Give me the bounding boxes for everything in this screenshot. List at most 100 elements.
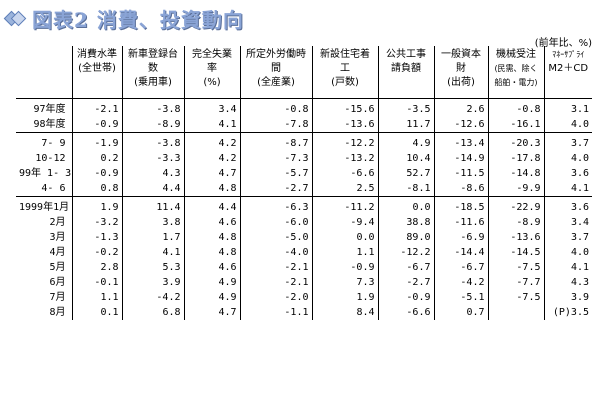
- table-cell: -16.1: [487, 117, 544, 133]
- table-cell: 4.4: [121, 181, 184, 197]
- column-header: 新車登録台数 (乗用車): [121, 46, 184, 99]
- row-label: 2月: [49, 217, 66, 228]
- table-cell: -2.0: [239, 290, 312, 305]
- table-cell: 4.9: [183, 290, 240, 305]
- table-cell: -8.9: [121, 117, 184, 133]
- table-cell: 3.8: [121, 215, 184, 230]
- table-row: 4- 6 0.8 4.4 4.8 -2.7 2.5 -8.1 -8.6 -9.9 4.1: [16, 181, 592, 197]
- table-cell: 0.0: [311, 230, 378, 245]
- data-table: 消費水準 (全世帯) 新車登録台数 (乗用車) 完全失業率 (%) 所定外労働時間 (全…: [16, 46, 592, 320]
- table-cell: 4.1: [183, 117, 240, 133]
- table-cell: 1.1: [311, 245, 378, 260]
- row-label: 4月: [49, 247, 66, 258]
- table-cell: -4.2: [433, 275, 488, 290]
- table-cell: -14.4: [433, 245, 488, 260]
- table-cell: 4.1: [543, 260, 592, 275]
- table-cell: -0.8: [239, 98, 312, 117]
- table-cell: 4.7: [183, 305, 240, 320]
- table-row: 98年度 -0.9 -8.9 4.1 -7.8 -13.6 11.7 -12.6 -16.1 4.…: [16, 117, 592, 133]
- table-cell: -22.9: [487, 196, 544, 215]
- table-cell: -8.7: [239, 132, 312, 151]
- table-cell: 0.7: [433, 305, 488, 320]
- table-cell: 0.8: [71, 181, 122, 197]
- table-row: 5月 2.8 5.3 4.6 -2.1 -0.9 -6.7 -6.7 -7.5 4.1: [16, 260, 592, 275]
- table-cell: 4.6: [183, 260, 240, 275]
- table-cell: 2.8: [71, 260, 122, 275]
- table-cell: -13.2: [311, 151, 378, 166]
- row-label: 10-12: [35, 153, 66, 164]
- table-cell: -1.1: [239, 305, 312, 320]
- table-cell: -9.9: [487, 181, 544, 197]
- table-cell: -13.6: [311, 117, 378, 133]
- table-cell: 1.7: [121, 230, 184, 245]
- table-cell: 4.1: [121, 245, 184, 260]
- table-cell: -8.9: [487, 215, 544, 230]
- table-cell: -3.8: [121, 98, 184, 117]
- header-row: 消費水準 (全世帯) 新車登録台数 (乗用車) 完全失業率 (%) 所定外労働時間 (全…: [16, 46, 592, 99]
- table-row: 2月 -3.2 3.8 4.6 -6.0 -9.4 38.8 -11.6 -8.9 3.4: [16, 215, 592, 230]
- table-cell: 2.5: [311, 181, 378, 197]
- table-cell: 1.1: [71, 290, 122, 305]
- table-cell: -6.7: [377, 260, 434, 275]
- table-cell: 4.2: [183, 132, 240, 151]
- row-label: 7- 9: [41, 138, 66, 149]
- table-cell: -14.8: [487, 166, 544, 181]
- table-cell: -7.3: [239, 151, 312, 166]
- column-header: 所定外労働時間 (全産業): [239, 46, 312, 99]
- table-cell: 4.3: [121, 166, 184, 181]
- table-cell: -2.7: [239, 181, 312, 197]
- table-cell: -1.3: [71, 230, 122, 245]
- table-cell: 11.7: [377, 117, 434, 133]
- table-cell: 4.9: [377, 132, 434, 151]
- table-cell: -11.6: [433, 215, 488, 230]
- table-cell: -1.9: [71, 132, 122, 151]
- table-cell: 6.8: [121, 305, 184, 320]
- column-header: 完全失業率 (%): [183, 46, 240, 99]
- table-cell: 3.9: [543, 290, 592, 305]
- table-cell: 2.6: [433, 98, 488, 117]
- row-label: 4- 6: [16, 181, 72, 197]
- table-row: 7- 9 -1.9 -3.8 4.2 -8.7 -12.2 4.9 -13.4 -20.3 3.7: [16, 132, 592, 151]
- table-row: 6月 -0.1 3.9 4.9 -2.1 7.3 -2.7 -4.2 -7.7 4.3: [16, 275, 592, 290]
- table-cell: -20.3: [487, 132, 544, 151]
- column-header: 機械受注 (民需、除く 船舶・電力): [487, 46, 544, 99]
- table-cell: -13.6: [487, 230, 544, 245]
- row-label: 7月: [49, 292, 66, 303]
- row-label: 8月: [49, 307, 66, 318]
- table-cell: 5.3: [121, 260, 184, 275]
- table-body: 97年度 -2.1 -3.8 3.4 -0.8 -15.6 -3.5 2.6 -0.8 3.1 98…: [16, 98, 592, 320]
- table-cell: -3.3: [121, 151, 184, 166]
- column-header: ﾏﾈｰｻﾌﾟﾗｲ M2＋CD: [543, 46, 592, 99]
- table-cell: 4.8: [183, 230, 240, 245]
- table-cell: -0.1: [71, 275, 122, 290]
- table-cell: -2.1: [239, 275, 312, 290]
- table-cell: -12.2: [377, 245, 434, 260]
- title-area: 図表2 消費、投資動向: [3, 4, 244, 32]
- row-label: 6月: [49, 277, 66, 288]
- table-cell: 10.4: [377, 151, 434, 166]
- table-cell: -6.6: [311, 166, 378, 181]
- table-row: 3月 -1.3 1.7 4.8 -5.0 0.0 89.0 -6.9 -13.6 3.7: [16, 230, 592, 245]
- table-cell: -18.5: [433, 196, 488, 215]
- table-cell: -0.9: [311, 260, 378, 275]
- column-header: 公共工事 請負額: [377, 46, 434, 99]
- column-header: 消費水準 (全世帯): [71, 46, 122, 99]
- table-cell: -3.8: [121, 132, 184, 151]
- row-label: 3月: [49, 232, 66, 243]
- table-cell: 0.0: [377, 196, 434, 215]
- table-cell: 3.9: [121, 275, 184, 290]
- table-cell: -9.4: [311, 215, 378, 230]
- table-row: 8月 0.1 6.8 4.7 -1.1 8.4 -6.6 0.7 (P)3.5: [16, 305, 592, 320]
- page-title: 図表2 消費、投資動向: [32, 7, 244, 32]
- table-cell: -3.2: [71, 215, 122, 230]
- table-cell: 4.3: [543, 275, 592, 290]
- table-row: 7月 1.1 -4.2 4.9 -2.0 1.9 -0.9 -5.1 -7.5 3.9: [16, 290, 592, 305]
- table-cell: -6.3: [239, 196, 312, 215]
- table-cell: 52.7: [377, 166, 434, 181]
- table-cell: 8.4: [311, 305, 378, 320]
- table-cell: 3.7: [543, 230, 592, 245]
- table-cell: -12.2: [311, 132, 378, 151]
- table-row: 4月 -0.2 4.1 4.8 -4.0 1.1 -12.2 -14.4 -14.5 4.0: [16, 245, 592, 260]
- table-cell: 4.0: [543, 245, 592, 260]
- table-row: 10-12 0.2 -3.3 4.2 -7.3 -13.2 10.4 -14.9 -17.8 4.…: [16, 151, 592, 166]
